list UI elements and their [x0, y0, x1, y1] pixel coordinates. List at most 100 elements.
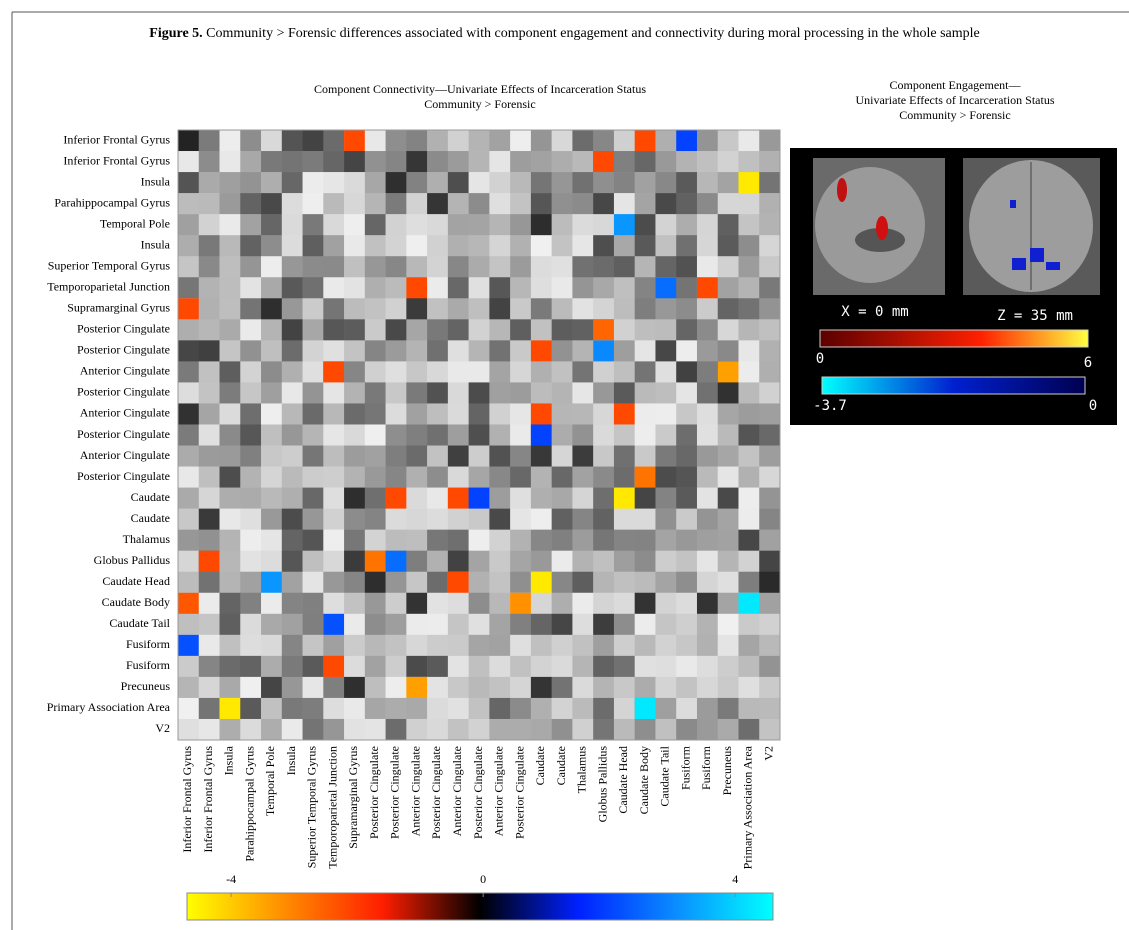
- cell-background: [344, 614, 365, 635]
- cell-background: [469, 446, 490, 467]
- cell-background: [365, 340, 386, 361]
- cell-background: [635, 382, 656, 403]
- cell-background: [323, 151, 344, 172]
- cell-background: [531, 193, 552, 214]
- cell-background: [199, 635, 220, 656]
- cell-background: [406, 235, 427, 256]
- cell-background: [655, 719, 676, 740]
- cell-background: [427, 572, 448, 593]
- cell-background: [469, 193, 490, 214]
- cell-background: [738, 656, 759, 677]
- cell-background: [552, 467, 573, 488]
- cell-background: [469, 614, 490, 635]
- cell-background: [635, 488, 656, 509]
- cell-background: [220, 382, 241, 403]
- cell-background: [572, 214, 593, 235]
- cell-background: [469, 382, 490, 403]
- cell-background: [635, 635, 656, 656]
- chart: Component Connectivity—Univariate Effect…: [0, 0, 1129, 930]
- cell-background: [552, 719, 573, 740]
- y-tick-label: Thalamus: [123, 532, 171, 546]
- cell-background: [655, 509, 676, 530]
- cell-background: [406, 361, 427, 382]
- y-tick-label: Anterior Cingulate: [80, 448, 170, 462]
- cell-background: [676, 614, 697, 635]
- cell-background: [655, 635, 676, 656]
- y-tick-label: V2: [155, 721, 170, 735]
- cell-background: [489, 382, 510, 403]
- colorbar: [820, 330, 1088, 347]
- cell-background: [427, 193, 448, 214]
- cell-background: [697, 614, 718, 635]
- cell-background: [448, 424, 469, 445]
- cell-background: [448, 656, 469, 677]
- cell-background: [282, 214, 303, 235]
- cell: [738, 593, 759, 614]
- cell-background: [552, 677, 573, 698]
- cell-background: [489, 614, 510, 635]
- cell-background: [489, 719, 510, 740]
- cell-background: [469, 235, 490, 256]
- cell-background: [220, 193, 241, 214]
- cell-background: [240, 151, 261, 172]
- cell-background: [303, 572, 324, 593]
- cell-background: [552, 614, 573, 635]
- cell-background: [738, 719, 759, 740]
- cell-background: [323, 319, 344, 340]
- cell: [386, 488, 407, 509]
- x-tick-label: Anterior Cingulate: [450, 746, 464, 836]
- cell-background: [365, 698, 386, 719]
- cell-background: [282, 719, 303, 740]
- cell-background: [593, 298, 614, 319]
- cell-background: [718, 235, 739, 256]
- cell-background: [614, 698, 635, 719]
- cell-background: [738, 382, 759, 403]
- cell-background: [635, 193, 656, 214]
- cell-background: [199, 446, 220, 467]
- cell-background: [406, 572, 427, 593]
- cell: [220, 698, 241, 719]
- cell-background: [531, 382, 552, 403]
- x-tick-label: Temporal Pole: [263, 746, 277, 816]
- cell-background: [676, 424, 697, 445]
- cell-background: [531, 614, 552, 635]
- cell-background: [344, 214, 365, 235]
- cell-background: [572, 509, 593, 530]
- cell-background: [552, 151, 573, 172]
- cell-background: [199, 193, 220, 214]
- cell-background: [178, 572, 199, 593]
- cell-background: [282, 551, 303, 572]
- cell-background: [240, 319, 261, 340]
- cell-background: [448, 403, 469, 424]
- cell-background: [427, 551, 448, 572]
- cell-background: [697, 151, 718, 172]
- cell-background: [448, 677, 469, 698]
- cell-background: [718, 467, 739, 488]
- x-tick-label: Caudate: [533, 746, 547, 785]
- cell-background: [406, 130, 427, 151]
- cell-background: [220, 593, 241, 614]
- cell-background: [344, 235, 365, 256]
- x-tick-label: Posterior Cingulate: [429, 746, 443, 839]
- cell-background: [635, 277, 656, 298]
- cell-background: [282, 130, 303, 151]
- cell-background: [655, 340, 676, 361]
- y-tick-label: Anterior Cingulate: [80, 364, 170, 378]
- cell-background: [282, 614, 303, 635]
- cell-background: [552, 193, 573, 214]
- cell-background: [386, 446, 407, 467]
- x-tick-label: Temporoparietal Junction: [325, 746, 339, 869]
- cell-background: [655, 130, 676, 151]
- cell-background: [593, 593, 614, 614]
- cell-background: [593, 698, 614, 719]
- cell-background: [614, 130, 635, 151]
- cell-background: [386, 340, 407, 361]
- cell-background: [386, 361, 407, 382]
- cell-background: [759, 340, 780, 361]
- cell-background: [282, 593, 303, 614]
- cell-background: [240, 235, 261, 256]
- cell-background: [386, 193, 407, 214]
- cell-background: [655, 572, 676, 593]
- colorbar-tick-label: 0: [480, 872, 486, 886]
- cell-background: [386, 151, 407, 172]
